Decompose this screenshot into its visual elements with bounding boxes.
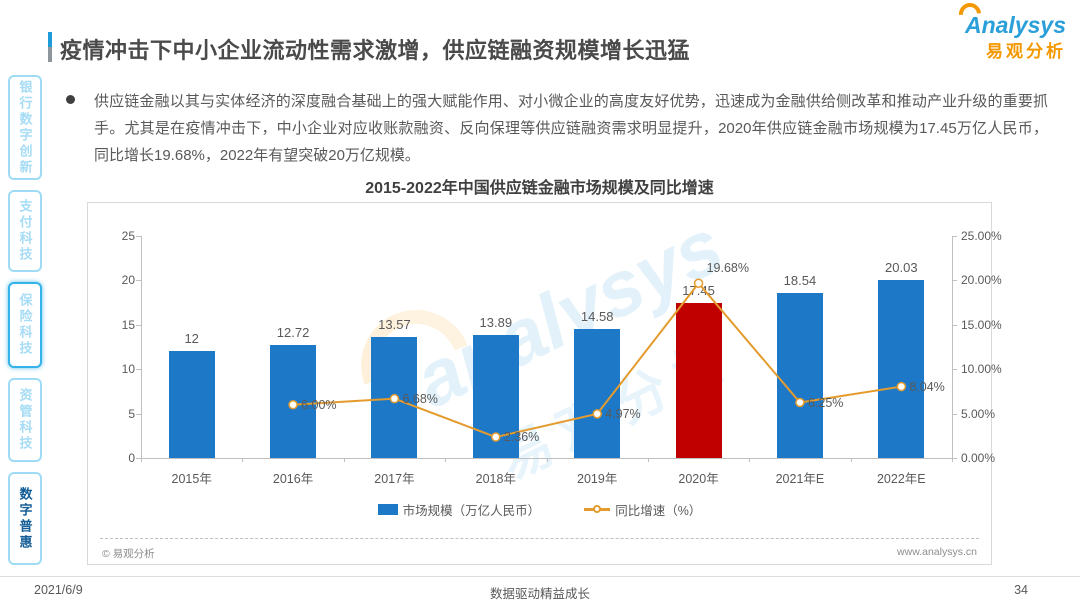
y-right-tick (952, 280, 957, 282)
chart-divider (100, 538, 979, 539)
x-axis-label: 2020年 (678, 472, 719, 486)
slide-footer: 2021/6/9 数据驱动精益成长 34 (0, 580, 1080, 604)
y-left-tick-label: 0 (128, 451, 135, 465)
x-tick (749, 458, 751, 462)
y-right-tick (952, 413, 957, 415)
legend-label: 市场规模（万亿人民币） (402, 504, 541, 518)
legend-label: 同比增速（%） (615, 504, 702, 518)
y-axis-left (141, 236, 142, 458)
y-left-tick (136, 280, 141, 282)
legend-bar-swatch-icon (377, 504, 398, 515)
bar-value-label: 20.03 (885, 260, 918, 276)
sidebar-nav: 银行数字创新支付科技保险科技资管科技数字普惠 (8, 75, 42, 565)
logo-brand-cn-text: 易观分析 (986, 42, 1066, 61)
y-right-tick (952, 324, 957, 326)
chart-copyright: © 易观分析 (102, 548, 155, 560)
bar-2021年E (776, 293, 823, 458)
growth-rate-label: 19.68% (706, 261, 749, 276)
bar-2022年E (878, 280, 925, 458)
bar-value-label: 12 (184, 331, 199, 347)
logo-brand-text: Analysys (964, 12, 1066, 38)
legend-item-line: 同比增速（%） (584, 500, 701, 519)
y-right-tick-label: 0.00% (961, 451, 996, 465)
y-left-tick (136, 413, 141, 415)
analysys-logo: Analysys 易观分析 (936, 0, 1066, 62)
y-axis-right (952, 236, 953, 458)
footer-date: 2021/6/9 (34, 583, 83, 597)
y-left-tick-label: 15 (121, 317, 135, 332)
y-right-tick-label: 25.00% (961, 229, 1002, 243)
x-tick (546, 458, 548, 462)
x-axis-label: 2017年 (374, 472, 415, 486)
x-tick (242, 458, 244, 462)
y-right-tick (952, 458, 957, 459)
y-left-tick-label: 5 (128, 406, 135, 421)
growth-rate-label: 2.36% (503, 430, 540, 445)
x-axis-label: 2018年 (475, 472, 516, 486)
growth-rate-label: 6.25% (807, 395, 844, 410)
chart-website: www.analysys.cn (897, 546, 977, 558)
sidebar-tab-2[interactable]: 保险科技 (8, 282, 42, 368)
bar-value-label: 12.72 (276, 325, 310, 341)
y-left-tick-label: 10 (121, 362, 135, 377)
bar-2019年 (574, 328, 621, 458)
footer-page-number: 34 (1014, 583, 1028, 597)
y-right-tick (952, 369, 957, 371)
footer-divider (0, 576, 1080, 577)
x-tick (141, 458, 142, 462)
growth-rate-label: 4.97% (605, 406, 641, 421)
sidebar-tab-4[interactable]: 数字普惠 (8, 472, 42, 565)
legend-line-swatch-icon (584, 505, 611, 513)
y-right-tick-label: 20.00% (961, 273, 1002, 288)
growth-rate-label: 6.68% (402, 391, 438, 406)
y-left-tick (136, 236, 141, 237)
x-axis-label: 2019年 (577, 472, 618, 486)
bar-2015年 (168, 351, 215, 458)
chart-legend: 市场规模（万亿人民币） 同比增速（%） (88, 500, 991, 519)
bar-value-label: 14.58 (580, 308, 614, 324)
sidebar-tab-0[interactable]: 银行数字创新 (8, 75, 42, 180)
x-axis-label: 2022年E (876, 472, 926, 486)
x-tick (647, 458, 649, 462)
bullet-icon (66, 95, 75, 104)
y-left-tick-label: 20 (121, 273, 135, 288)
y-left-tick-label: 25 (121, 229, 135, 243)
x-tick (850, 458, 852, 462)
x-axis-label: 2016年 (272, 472, 314, 486)
chart-title: 2015-2022年中国供应链金融市场规模及同比增速 (365, 180, 714, 197)
growth-rate-label: 8.04% (909, 379, 945, 394)
y-right-tick (952, 236, 957, 237)
bar-value-label: 18.54 (783, 273, 817, 289)
y-right-tick-label: 10.00% (961, 362, 1002, 377)
summary-paragraph: 供应链金融以其与实体经济的深度融合基础上的强大赋能作用、对小微企业的高度友好优势… (94, 93, 1048, 164)
x-tick (343, 458, 345, 462)
title-accent-bar (48, 32, 52, 62)
y-right-tick-label: 5.00% (961, 406, 996, 421)
x-axis-label: 2015年 (171, 472, 212, 486)
bar-value-label: 17.45 (682, 283, 715, 299)
y-left-tick (136, 369, 141, 371)
bar-value-label: 13.89 (479, 314, 513, 330)
legend-item-bar: 市场规模（万亿人民币） (377, 500, 541, 519)
bar-2020年 (675, 303, 722, 458)
x-tick (952, 458, 953, 462)
x-tick (445, 458, 447, 462)
sidebar-tab-3[interactable]: 资管科技 (8, 378, 42, 462)
chart-area: analysys 易观分析 05101520250.00%5.00%10.00%… (87, 201, 1002, 565)
footer-slogan: 数据驱动精益成长 (489, 587, 590, 601)
sidebar-tab-1[interactable]: 支付科技 (8, 190, 42, 272)
page-title: 疫情冲击下中小企业流动性需求激增，供应链融资规模增长迅猛 (60, 38, 691, 63)
growth-rate-label: 6.00% (301, 397, 337, 412)
x-axis-label: 2021年E (775, 472, 825, 486)
y-right-tick-label: 15.00% (961, 317, 1002, 332)
y-left-tick (136, 458, 141, 459)
bar-value-label: 13.57 (378, 317, 411, 333)
y-left-tick (136, 324, 141, 326)
chart-footnote: © 易观分析 www.analysys.cn (102, 546, 977, 561)
